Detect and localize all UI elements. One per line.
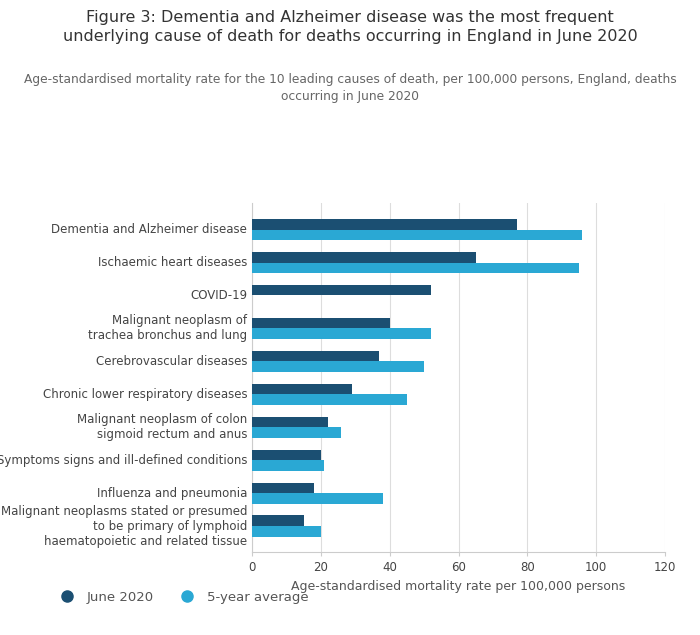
X-axis label: Age-standardised mortality rate per 100,000 persons: Age-standardised mortality rate per 100,… (291, 580, 626, 593)
Text: Age-standardised mortality rate for the 10 leading causes of death, per 100,000 : Age-standardised mortality rate for the … (24, 73, 676, 103)
Bar (252, 252, 476, 262)
Bar (252, 262, 579, 273)
Bar (252, 417, 328, 427)
Bar (252, 219, 517, 230)
Bar (252, 384, 352, 394)
Bar (252, 285, 431, 295)
Bar (252, 394, 407, 405)
Bar (252, 526, 321, 537)
Legend: June 2020, 5-year average: June 2020, 5-year average (48, 586, 314, 610)
Bar (252, 516, 304, 526)
Bar (252, 483, 314, 493)
Bar (252, 493, 383, 504)
Bar (252, 230, 582, 240)
Bar (252, 427, 342, 438)
Bar (252, 450, 321, 460)
Text: Figure 3: Dementia and Alzheimer disease was the most frequent
underlying cause : Figure 3: Dementia and Alzheimer disease… (62, 10, 638, 44)
Bar (252, 318, 390, 328)
Bar (252, 328, 431, 339)
Bar (252, 351, 379, 361)
Bar (252, 361, 424, 372)
Bar (252, 460, 324, 471)
